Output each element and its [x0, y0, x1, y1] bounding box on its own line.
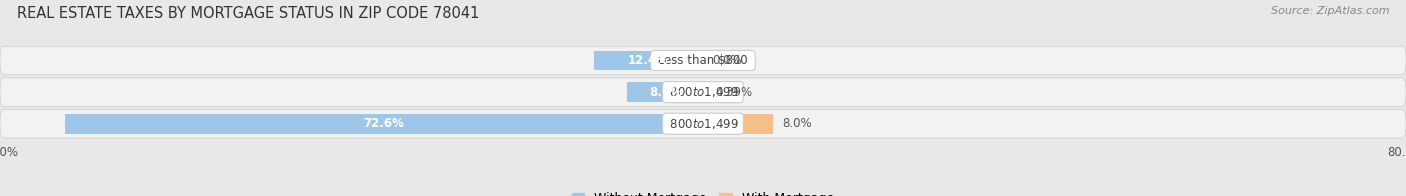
Text: 8.0%: 8.0% — [782, 117, 811, 130]
FancyBboxPatch shape — [0, 46, 1406, 75]
Bar — [627, 82, 703, 102]
Bar — [593, 51, 703, 70]
Text: 0.39%: 0.39% — [716, 86, 752, 99]
Text: 0.0%: 0.0% — [711, 54, 741, 67]
FancyBboxPatch shape — [0, 110, 1406, 138]
Bar — [703, 114, 773, 133]
Text: Less than $800: Less than $800 — [654, 54, 752, 67]
Bar — [65, 114, 703, 133]
Legend: Without Mortgage, With Mortgage: Without Mortgage, With Mortgage — [572, 192, 834, 196]
Text: 8.6%: 8.6% — [648, 86, 682, 99]
Text: REAL ESTATE TAXES BY MORTGAGE STATUS IN ZIP CODE 78041: REAL ESTATE TAXES BY MORTGAGE STATUS IN … — [17, 6, 479, 21]
Text: Source: ZipAtlas.com: Source: ZipAtlas.com — [1271, 6, 1389, 16]
Text: 72.6%: 72.6% — [364, 117, 405, 130]
Text: $800 to $1,499: $800 to $1,499 — [666, 85, 740, 99]
FancyBboxPatch shape — [0, 78, 1406, 106]
Text: 12.4%: 12.4% — [628, 54, 669, 67]
Bar — [703, 82, 706, 102]
Text: $800 to $1,499: $800 to $1,499 — [666, 117, 740, 131]
